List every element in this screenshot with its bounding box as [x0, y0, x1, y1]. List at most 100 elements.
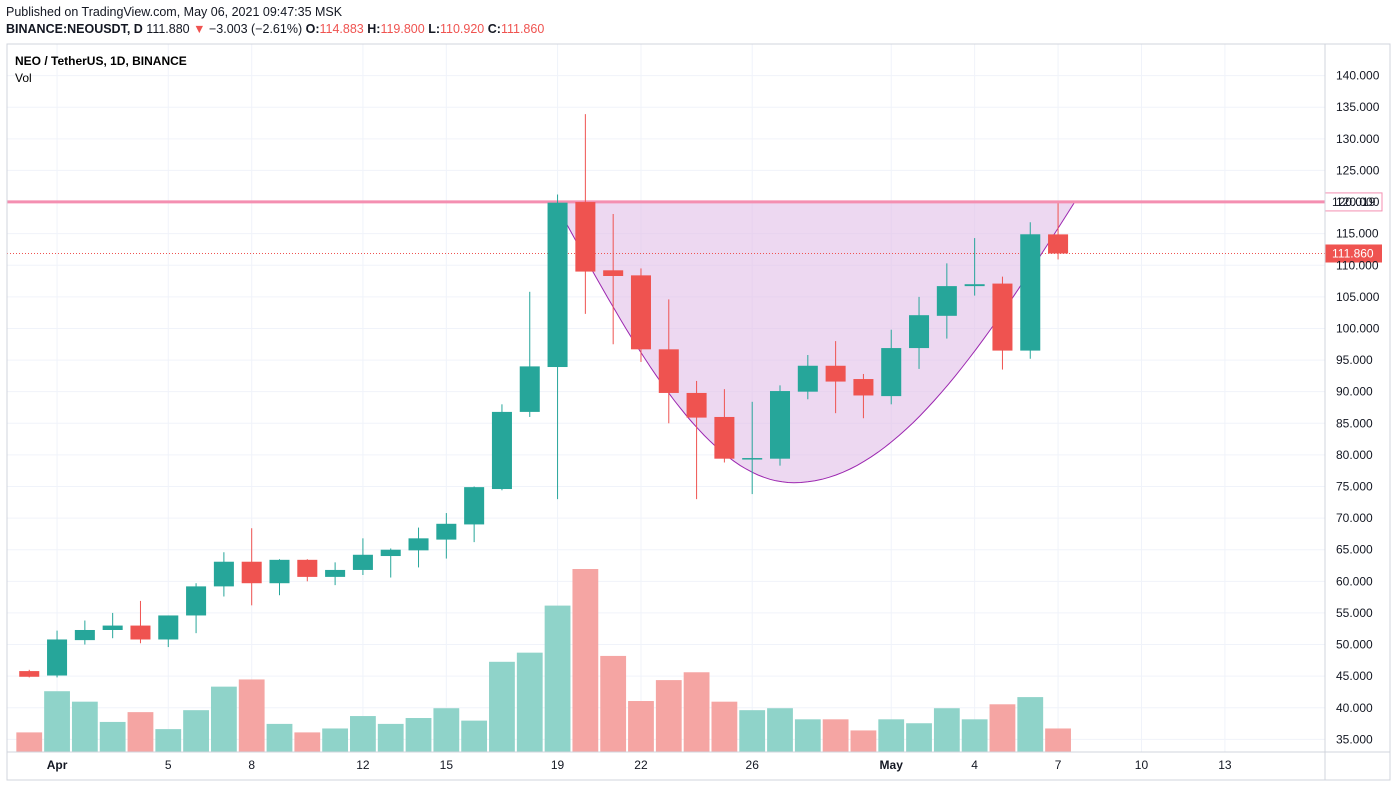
volume-bar [1045, 728, 1071, 752]
candle-body [297, 559, 318, 577]
x-tick-label: 19 [551, 758, 565, 772]
volume-bar [683, 672, 710, 752]
candle-body [936, 286, 957, 316]
volume-bar [628, 701, 654, 752]
high-value: 119.800 [380, 22, 425, 36]
y-tick-label: 50.000 [1336, 638, 1373, 652]
candle-body [881, 348, 902, 397]
chart-frame [6, 43, 1391, 781]
volume-bar [767, 708, 793, 752]
chart-legend-title: NEO / TetherUS, 1D, BINANCE [15, 54, 187, 68]
published-line: Published on TradingView.com, May 06, 20… [6, 5, 343, 19]
y-tick-label: 55.000 [1336, 606, 1373, 620]
volume-bar [961, 719, 988, 752]
volume-bar [933, 708, 960, 752]
volume-bar [989, 704, 1016, 752]
candle-body [1048, 234, 1069, 254]
candle-body [380, 549, 401, 557]
volume-bar [266, 723, 293, 752]
last-price-tag [1325, 244, 1382, 263]
x-tick-label: 5 [165, 758, 172, 772]
high-label: H: [367, 22, 381, 36]
candle-body [408, 538, 429, 551]
x-tick-label: Apr [47, 758, 68, 772]
volume-bar [850, 730, 877, 752]
candles [19, 114, 1069, 678]
volume-bar [906, 723, 932, 752]
volume-bar [433, 708, 460, 752]
volume-bar [71, 701, 98, 752]
candle-body [158, 615, 179, 640]
y-tick-label: 135.000 [1336, 100, 1380, 114]
y-tick-label: 130.000 [1336, 132, 1380, 146]
y-tick-label: 70.000 [1336, 511, 1373, 525]
volume-bar [99, 721, 126, 752]
volume-bar [183, 710, 209, 752]
candle-body [47, 639, 68, 676]
close-value: 111.860 [500, 22, 545, 36]
y-tick-label: 100.000 [1336, 321, 1380, 335]
y-tick-label: 65.000 [1336, 543, 1373, 557]
resistance-line[interactable]: 120.019 111.860 [7, 192, 1383, 263]
volume-bar [377, 723, 404, 752]
price-change: −3.003 (−2.61%) [208, 22, 303, 36]
candle-body [352, 554, 373, 570]
volume-bar [127, 712, 154, 752]
candle-body [1020, 234, 1041, 351]
volume-legend-label: Vol [15, 71, 32, 85]
volume-bar [739, 710, 766, 752]
y-tick-label: 140.000 [1336, 69, 1380, 83]
volume-bars [16, 569, 1071, 752]
volume-bar [44, 691, 70, 752]
symbol-line: BINANCE:NEOUSDT, D 111.880 ▼ −3.003 (−2.… [6, 21, 544, 38]
candle-body [825, 365, 846, 382]
candle-body [325, 569, 346, 577]
volume-bar [600, 655, 627, 752]
volume-bar [155, 729, 182, 752]
candle-body [742, 458, 763, 460]
last-price-label: 111.860 [1332, 246, 1374, 260]
last-price: 111.880 [146, 22, 190, 36]
volume-bar [822, 719, 849, 752]
volume-bar [405, 718, 432, 752]
cup-fill [554, 202, 1075, 483]
volume-bar [489, 661, 515, 752]
volume-bar [572, 569, 599, 752]
candle-body [519, 366, 540, 412]
volume-bar [461, 720, 488, 752]
x-tick-label: 7 [1055, 758, 1062, 772]
volume-bar [711, 701, 738, 752]
candle-body [491, 411, 512, 490]
candle-body [909, 315, 930, 349]
chart-header: Published on TradingView.com, May 06, 20… [6, 4, 544, 38]
volume-bar [322, 728, 349, 752]
volume-bar [878, 719, 905, 752]
volume-bar [294, 732, 321, 752]
candle-body [130, 625, 151, 640]
candle-body [19, 671, 40, 677]
candle-body [658, 349, 679, 393]
volume-bar [1017, 697, 1044, 752]
volume-bar [794, 719, 821, 752]
x-tick-label: 8 [248, 758, 255, 772]
candle-body [241, 561, 262, 584]
candle-body [186, 586, 207, 616]
open-label: O: [305, 22, 320, 36]
volume-bar [516, 652, 543, 752]
volume-bar [16, 732, 43, 752]
candle-body [603, 270, 624, 276]
candle-body [714, 416, 735, 459]
y-tick-label: 115.000 [1336, 227, 1379, 241]
candle-body [686, 392, 707, 418]
x-tick-label: 13 [1218, 758, 1232, 772]
y-tick-label: 40.000 [1336, 701, 1373, 715]
symbol-name: BINANCE:NEOUSDT, D [6, 22, 143, 36]
candle-body [992, 283, 1013, 351]
y-tick-label: 80.000 [1336, 448, 1373, 462]
y-tick-label: 125.000 [1336, 163, 1380, 177]
x-tick-label: May [880, 758, 904, 772]
candle-body [547, 202, 568, 368]
candle-body [464, 487, 485, 525]
y-tick-label: 110.000 [1336, 258, 1379, 272]
